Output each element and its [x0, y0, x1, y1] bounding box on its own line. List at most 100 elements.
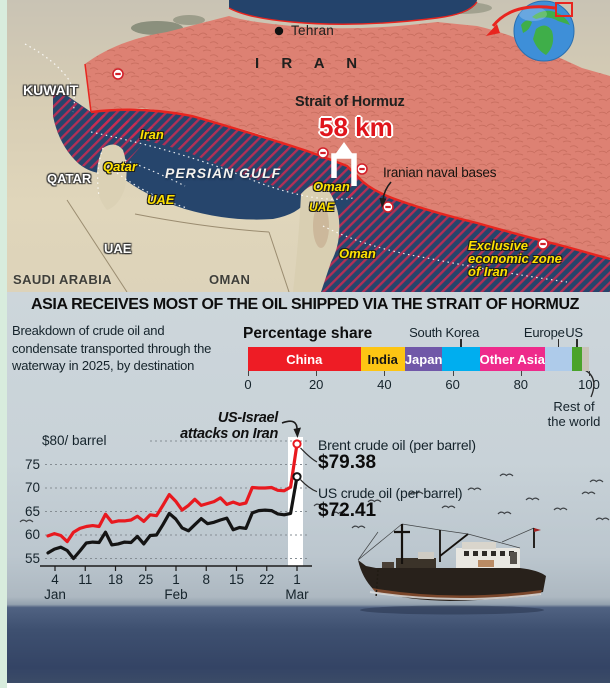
chart-annotation: US-Israel attacks on Iran — [150, 410, 278, 442]
bird — [467, 487, 482, 491]
series-line — [46, 475, 299, 561]
brent-price-value: $79.38 — [318, 452, 377, 473]
map-label-oman: OMAN — [209, 272, 251, 287]
bar-pointer-south-korea — [460, 339, 462, 350]
naval-base-marker — [317, 147, 329, 159]
map-label-persian-gulf: PERSIAN GULF — [165, 165, 282, 181]
y-axis-tick-label: 65 — [24, 503, 40, 519]
bar-segment-india: India — [360, 347, 405, 371]
y-axis-tick-label: 55 — [24, 550, 40, 566]
bar-axis-tick-label: 0 — [244, 377, 252, 392]
annotation-line: attacks on Iran — [180, 425, 278, 442]
map-label-oman-musandam: Oman — [313, 179, 350, 194]
strait-of-hormuz-map: KUWAIT Tehran I R A N Strait of Hormuz 5… — [7, 0, 610, 292]
tehran-dot — [274, 26, 284, 36]
bar-segment-europe — [544, 347, 572, 371]
bar-pointer-europe — [557, 339, 560, 350]
x-axis-tick-label: 22 — [259, 572, 275, 587]
series-end-marker — [292, 472, 302, 482]
bar-callout-rest-of-world: Rest of the world — [547, 399, 601, 429]
bar-axis-tick — [520, 371, 522, 376]
bar-callout-europe: Europe — [523, 325, 565, 340]
bird — [581, 491, 596, 495]
bar-axis-tick — [452, 371, 454, 376]
x-axis-tick-label: 18 — [107, 572, 124, 587]
bird — [589, 479, 604, 483]
bird — [497, 511, 512, 515]
bar-segment-other-asia: Other Asia — [479, 347, 545, 371]
page-edge-strip — [0, 0, 7, 688]
naval-base-marker — [112, 68, 124, 80]
naval-base-marker — [382, 201, 394, 213]
line-chart — [40, 369, 595, 571]
map-label-eez-1: Exclusive — [468, 238, 528, 253]
bar-segment-japan: Japan — [404, 347, 443, 371]
globe-icon — [513, 0, 575, 62]
eez-hatch-gulf — [91, 109, 361, 200]
bird — [409, 491, 424, 495]
bird — [19, 519, 34, 523]
bird — [553, 507, 568, 511]
map-label-strait-of-hormuz: Strait of Hormuz — [295, 94, 405, 110]
section-headline: ASIA RECEIVES MOST OF THE OIL SHIPPED VI… — [31, 296, 579, 313]
us-price-value: $72.41 — [318, 500, 377, 521]
us-series-label: US crude oil (per barrel) — [318, 485, 463, 501]
map-label-tehran: Tehran — [291, 23, 335, 38]
oil-charts-section: ASIA RECEIVES MOST OF THE OIL SHIPPED VI… — [0, 292, 610, 683]
naval-base-marker — [356, 163, 368, 175]
bar-axis-tick — [384, 371, 386, 376]
bird — [441, 505, 456, 509]
series-end-marker — [292, 439, 302, 449]
map-label-58km: 58 km — [319, 112, 393, 142]
tanker-photo — [0, 462, 610, 683]
bar-axis-tick — [316, 371, 318, 376]
chart-description-line: waterway in 2025, by destination — [12, 358, 195, 373]
bar-segment-south-korea — [442, 347, 480, 371]
ship-artwork — [19, 473, 610, 615]
map-label-iran: I R A N — [255, 55, 367, 72]
chart-description-line: condensate transported through the — [12, 340, 212, 356]
stacked-bar: China India Japan Other Asia — [248, 347, 589, 371]
caspian-sea — [229, 0, 477, 25]
month-label-mar: Mar — [285, 587, 309, 602]
bar-chart-title: Percentage share — [243, 325, 373, 342]
map-label-uae: UAE — [104, 241, 132, 256]
naval-base-marker — [537, 238, 549, 250]
y-axis-top-label: $80/ barrel — [42, 433, 107, 448]
bar-segment-us — [571, 347, 583, 371]
bar-axis-tick-label: 100 — [578, 377, 600, 392]
ship — [357, 523, 546, 615]
map-label-oman-coast: Oman — [339, 246, 376, 261]
bar-segment-china: China — [248, 347, 361, 371]
map-artwork — [7, 0, 610, 292]
x-axis-tick-label: 1 — [172, 572, 180, 587]
bar-pointer-us — [576, 339, 578, 350]
bar-segment-rest-of-the-world — [582, 347, 589, 371]
map-label-qatar-italic: Qatar — [103, 159, 137, 174]
bar-axis-tick-label: 60 — [445, 377, 460, 392]
bird — [525, 497, 540, 501]
x-axis-tick-label: 1 — [293, 572, 301, 587]
bird — [313, 503, 328, 507]
series-line — [46, 442, 299, 544]
naval-base-markers — [112, 68, 549, 250]
month-label-jan: Jan — [44, 587, 66, 602]
bar-axis-tick-label: 80 — [513, 377, 529, 392]
map-label-eez-2: economic zone — [468, 251, 562, 266]
bird — [499, 473, 514, 477]
map-label-eez-3: of Iran — [468, 264, 508, 279]
x-axis-tick-label: 15 — [228, 572, 245, 587]
bird — [595, 517, 610, 521]
bar-axis-tick-label: 40 — [377, 377, 392, 392]
x-axis-tick-label: 4 — [51, 572, 59, 587]
x-axis-tick-label: 11 — [78, 572, 93, 587]
qatar-peninsula — [96, 144, 127, 210]
bar-callout-south-korea: South Korea — [409, 325, 480, 340]
map-label-uae-italic: UAE — [147, 192, 175, 207]
chart-description-line: Breakdown of crude oil and — [12, 323, 165, 338]
annotation-line: US-Israel — [217, 410, 278, 426]
map-label-uae-small: UAE — [309, 200, 335, 214]
strait-width-marker — [331, 142, 357, 186]
map-label-kuwait: KUWAIT — [23, 82, 79, 98]
